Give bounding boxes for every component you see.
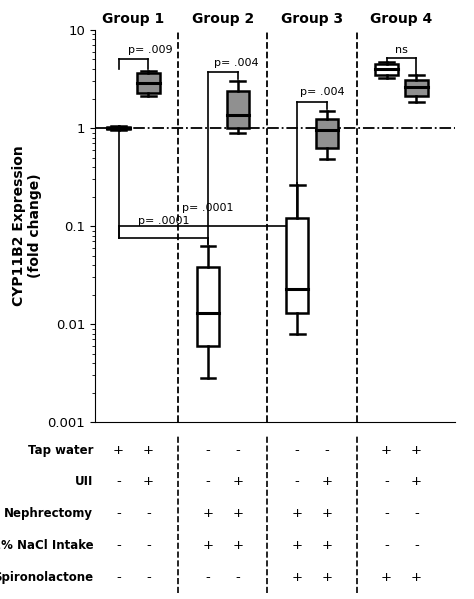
Bar (137, 74, 160, 93)
Text: -: - (235, 444, 240, 456)
Text: -: - (116, 507, 121, 520)
Text: -: - (116, 539, 121, 552)
Text: -: - (206, 444, 210, 456)
Text: UII: UII (75, 476, 93, 488)
Text: +: + (321, 476, 333, 488)
Text: -: - (295, 476, 300, 488)
Text: -: - (116, 476, 121, 488)
Text: -: - (325, 444, 329, 456)
Text: +: + (411, 444, 422, 456)
Text: p= .009: p= .009 (128, 45, 172, 55)
Text: Group 3: Group 3 (281, 12, 343, 26)
Text: -: - (384, 507, 389, 520)
Text: -: - (146, 571, 151, 583)
Text: p= .004: p= .004 (300, 87, 345, 97)
Text: -: - (206, 476, 210, 488)
Text: +: + (292, 539, 303, 552)
Text: -: - (384, 476, 389, 488)
Text: +: + (411, 571, 422, 583)
Text: ns: ns (395, 44, 408, 55)
Bar (227, 90, 249, 128)
Text: p= .0001: p= .0001 (137, 216, 189, 226)
Y-axis label: CYP11B2 Expression
(fold change): CYP11B2 Expression (fold change) (11, 146, 42, 307)
Bar (108, 127, 130, 129)
Text: +: + (321, 539, 333, 552)
Text: -: - (414, 539, 419, 552)
Text: +: + (292, 507, 303, 520)
Bar (316, 119, 338, 149)
Text: Group 1: Group 1 (102, 12, 164, 26)
Text: -: - (116, 571, 121, 583)
Text: p= .0001: p= .0001 (182, 203, 234, 213)
Text: +: + (381, 444, 392, 456)
Text: -: - (235, 571, 240, 583)
Bar (286, 219, 309, 313)
Text: -: - (146, 507, 151, 520)
Text: -: - (414, 507, 419, 520)
Text: p= .004: p= .004 (214, 58, 258, 68)
Text: Tap water: Tap water (28, 444, 93, 456)
Text: +: + (292, 571, 303, 583)
Text: +: + (381, 571, 392, 583)
Text: +: + (202, 507, 213, 520)
Text: 2% NaCl Intake: 2% NaCl Intake (0, 539, 93, 552)
Text: +: + (113, 444, 124, 456)
Text: -: - (206, 571, 210, 583)
Text: Group 2: Group 2 (191, 12, 254, 26)
Text: +: + (143, 476, 154, 488)
Text: Spironolactone: Spironolactone (0, 571, 93, 583)
Text: -: - (146, 539, 151, 552)
Text: -: - (384, 539, 389, 552)
Text: Nephrectomy: Nephrectomy (4, 507, 93, 520)
Text: +: + (411, 476, 422, 488)
Text: +: + (321, 571, 333, 583)
Text: -: - (295, 444, 300, 456)
Text: +: + (143, 444, 154, 456)
Text: +: + (321, 507, 333, 520)
Text: +: + (232, 476, 243, 488)
Text: +: + (232, 539, 243, 552)
Bar (405, 80, 428, 96)
Text: Group 4: Group 4 (370, 12, 433, 26)
Text: +: + (232, 507, 243, 520)
Bar (197, 267, 219, 346)
Bar (375, 64, 398, 75)
Text: +: + (202, 539, 213, 552)
